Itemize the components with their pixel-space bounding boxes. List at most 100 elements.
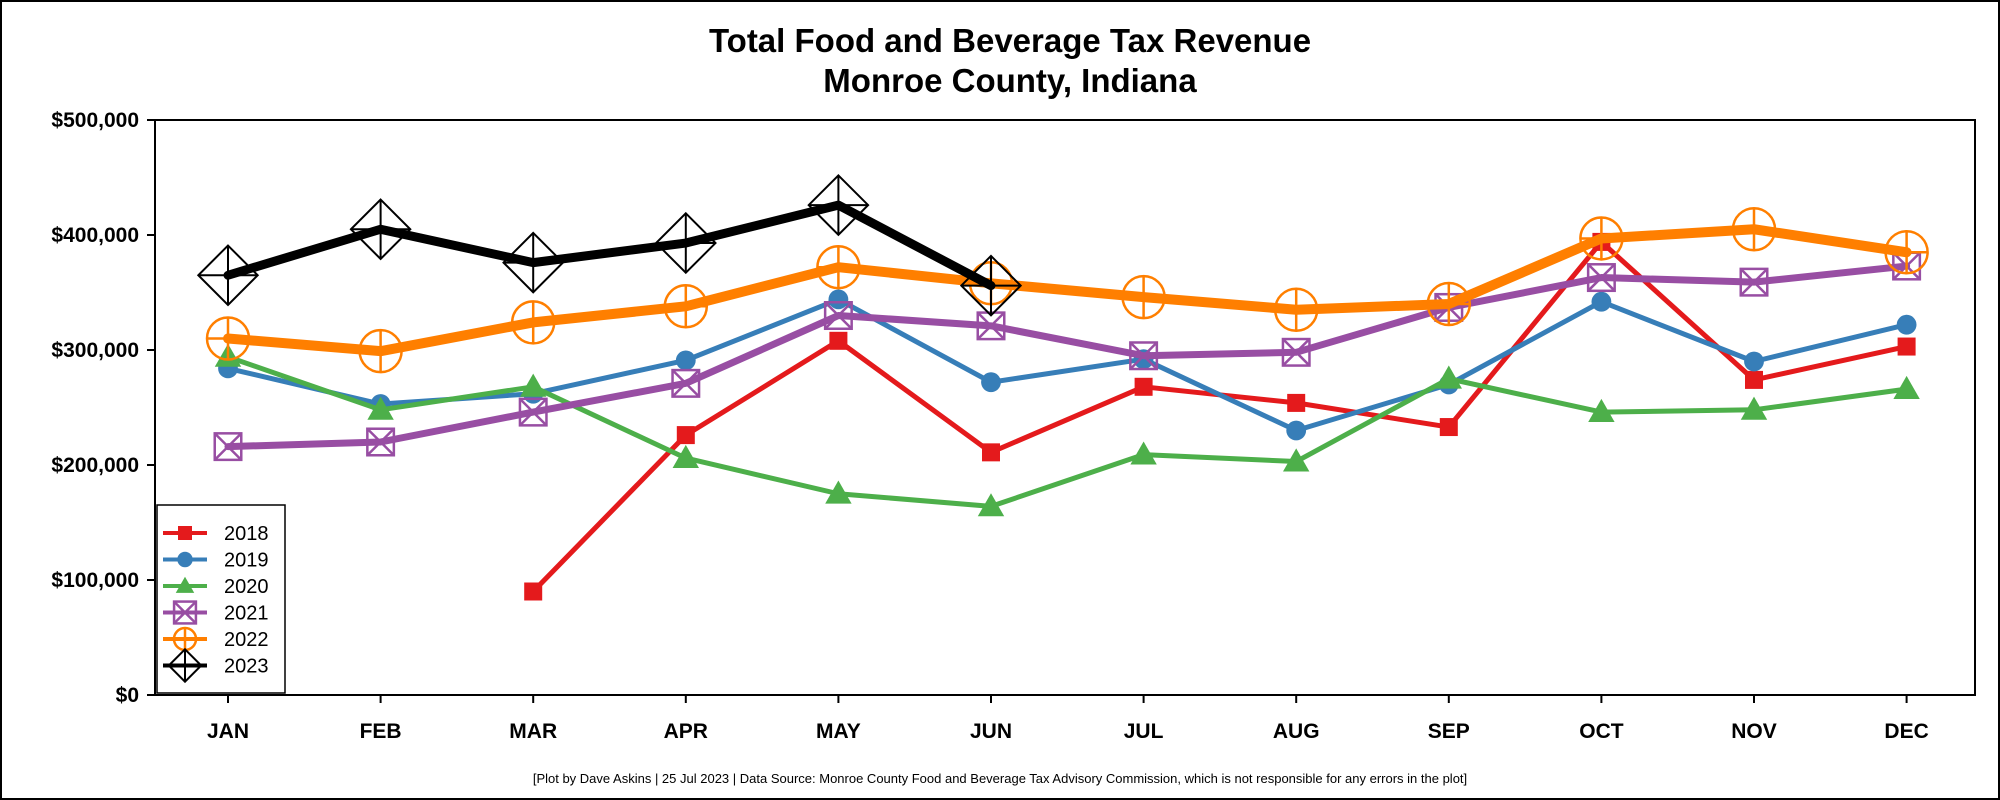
chart-subtitle: Monroe County, Indiana [823,62,1197,99]
data-point-2019 [981,372,1001,393]
data-point-2021 [518,397,548,427]
data-point-2018 [1134,377,1153,396]
data-point-2023 [196,244,260,307]
legend-label: 2022 [224,629,269,651]
legend-label: 2019 [224,550,269,572]
data-point-2023 [502,231,565,294]
legend-item-2018: 2018 [163,523,269,545]
legend-item-2022: 2022 [163,626,269,652]
series-layer [196,173,1929,601]
data-point-2020 [672,444,699,468]
data-point-2022 [1426,281,1472,327]
data-point-2020 [1893,375,1920,399]
legend-item-2020: 2020 [163,576,269,598]
data-point-2021 [823,300,853,331]
x-tick-label: FEB [360,720,402,743]
series-2023 [196,173,1023,317]
data-point-2023 [349,198,412,261]
data-point-2021 [366,427,396,457]
x-tick-label: JUL [1124,720,1164,743]
legend-marker-2023 [167,647,203,684]
series-line-2019 [225,296,1910,433]
legend-label: 2023 [224,656,269,678]
data-point-2022 [1121,274,1166,320]
data-point-2019 [1286,420,1307,441]
x-tick-label: JAN [207,720,249,743]
y-tick-label: $100,000 [51,569,139,592]
data-point-2018 [1439,418,1458,437]
data-point-2022 [663,284,709,329]
data-point-2021 [976,311,1006,341]
data-point-2018 [676,426,695,445]
plot-area [154,119,1976,696]
series-2021 [213,251,1922,462]
x-tick-label: MAY [816,720,861,743]
legend-label: 2020 [224,576,269,598]
x-tick-label: APR [664,720,708,743]
data-point-2018 [1745,370,1763,389]
data-point-2018 [524,582,543,601]
legend-marker-2019 [177,551,193,568]
x-tick-label: NOV [1731,720,1777,743]
data-point-2019 [675,350,696,371]
series-line-2020 [225,354,1910,509]
y-tick-label: $500,000 [51,109,139,132]
data-point-2021 [671,368,701,398]
data-point-2020 [825,480,852,504]
data-point-2022 [1579,216,1624,261]
data-point-2021 [1129,341,1159,371]
series-line-2023 [223,200,996,291]
series-line-2021 [224,262,1911,451]
legend-marker-2018 [178,526,192,540]
data-point-2019 [828,289,849,310]
data-point-2022 [1731,207,1777,252]
data-point-2022 [816,244,861,290]
legend-item-2021: 2021 [163,600,269,625]
x-tick-label: DEC [1884,720,1928,743]
x-tick-label: SEP [1428,720,1470,743]
y-tick-label: $200,000 [51,454,139,477]
legend-marker-2020 [175,576,195,593]
series-2018 [524,232,1916,601]
data-point-2018 [829,331,848,350]
data-point-2018 [1287,393,1306,412]
data-point-2020 [520,373,547,397]
series-2020 [214,343,1920,517]
data-point-2020 [1740,396,1768,420]
data-point-2022 [1273,287,1319,332]
data-point-2020 [1588,398,1615,422]
data-point-2021 [213,432,243,462]
data-point-2020 [1130,441,1157,465]
x-tick-label: MAR [509,720,557,743]
x-tick-label: AUG [1273,720,1320,743]
data-point-2023 [654,211,717,275]
data-point-2022 [510,300,556,345]
data-point-2019 [1896,314,1917,335]
data-point-2019 [1591,291,1612,312]
data-point-2020 [977,493,1005,517]
legend-label: 2021 [224,603,269,625]
data-point-2021 [1586,263,1616,293]
data-point-2021 [1739,267,1769,297]
legend-marker-2021 [172,600,198,625]
data-point-2018 [982,443,1000,462]
y-tick-label: $400,000 [51,224,139,247]
x-tick-label: JUN [970,720,1012,743]
y-axis: $0 $100,000 $200,000 $300,000 $400,000 $500,0… [51,109,155,707]
x-tick-label: OCT [1579,720,1624,743]
data-point-2020 [1283,448,1310,472]
series-2022 [205,207,1929,374]
legend-item-2019: 2019 [163,550,269,572]
data-point-2023 [959,254,1023,317]
data-point-2021 [1281,337,1311,367]
data-point-2022 [358,328,403,374]
chart-title: Total Food and Beverage Tax Revenue [709,22,1311,59]
legend-label: 2018 [224,523,269,545]
legend-item-2023: 2023 [163,647,269,684]
data-point-2022 [205,316,251,361]
data-point-2020 [367,396,394,420]
y-tick-label: $0 [116,684,139,707]
data-point-2023 [807,173,870,237]
